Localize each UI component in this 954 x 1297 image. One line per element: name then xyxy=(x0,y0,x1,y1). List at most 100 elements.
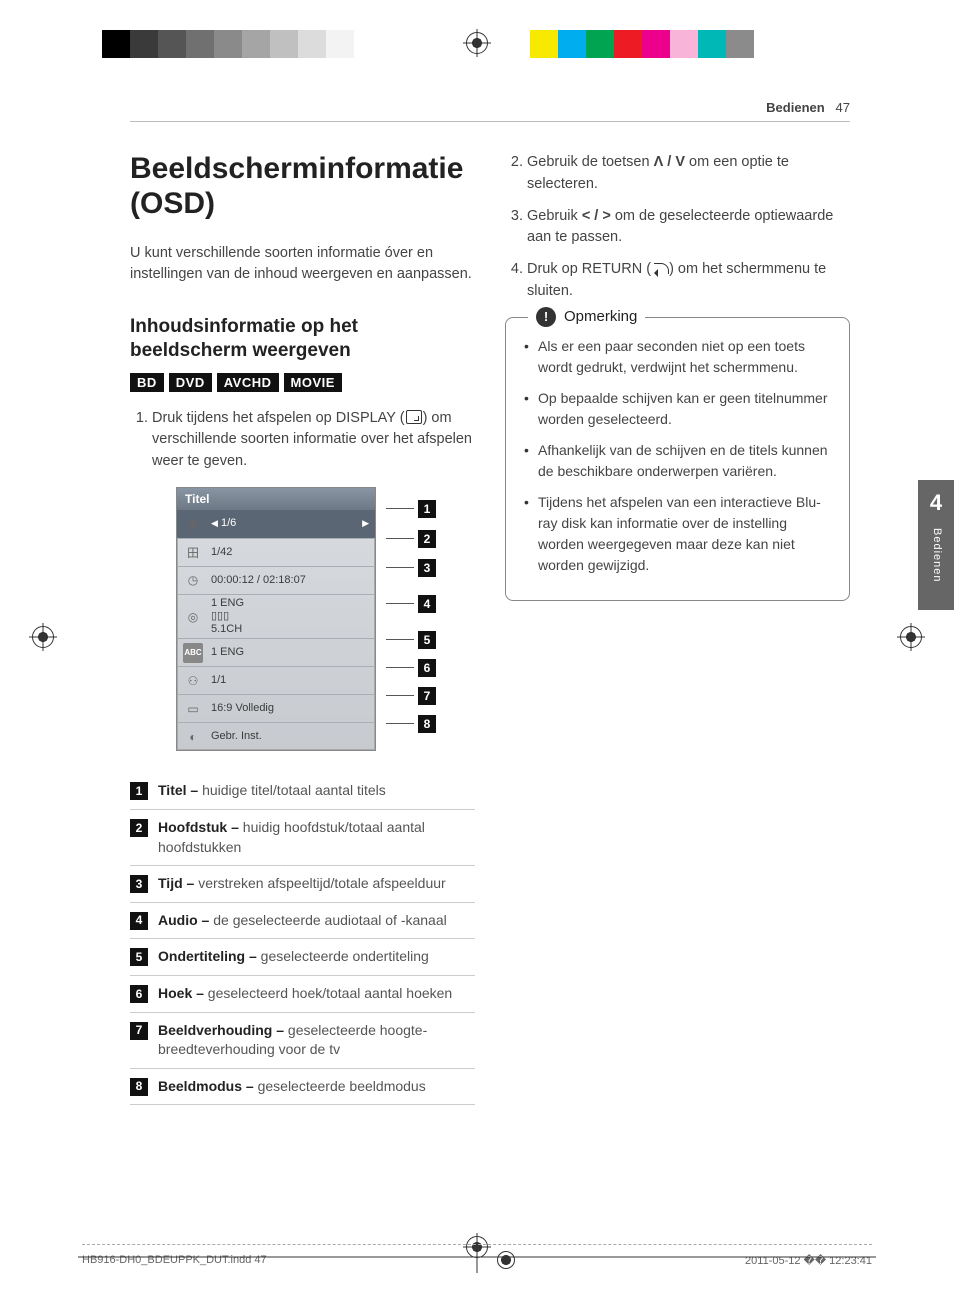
callout: 6 xyxy=(386,659,436,677)
step-item: Gebruik de toetsen Λ / V om een optie te… xyxy=(527,152,850,196)
color-swatch xyxy=(130,30,158,58)
page-title: Beeldscherminformatie (OSD) xyxy=(130,152,475,221)
osd-row: ◐ Gebr. Inst. xyxy=(177,722,375,750)
osd-screenshot: Titel ◉◀ 1/6▶ ⽥ 1/42 ◷ 00:00:12 / 02:18:07 ◎ 1… xyxy=(176,487,475,752)
color-swatch xyxy=(326,30,354,58)
color-swatch xyxy=(186,30,214,58)
definition-text: Audio – de geselecteerde audiotaal of -k… xyxy=(158,911,475,931)
colorbar-right xyxy=(530,30,782,58)
color-swatch xyxy=(214,30,242,58)
format-badge: MOVIE xyxy=(284,373,342,392)
callout-number: 4 xyxy=(418,595,436,613)
osd-row-value: 1 ENG xyxy=(211,646,369,659)
definition-item: 4 Audio – de geselecteerde audiotaal of -… xyxy=(130,903,475,940)
osd-row-icon: ⽥ xyxy=(183,542,203,562)
osd-title: Titel xyxy=(177,488,375,510)
callout: 5 xyxy=(386,631,436,649)
right-column: Gebruik de toetsen Λ / V om een optie te… xyxy=(505,152,850,1105)
definition-item: 2Hoofdstuk – huidig hoofdstuk/totaal aan… xyxy=(130,810,475,866)
steps-right: Gebruik de toetsen Λ / V om een optie te… xyxy=(505,152,850,303)
callout: 3 xyxy=(386,559,436,577)
osd-row-value: 1 ENG▯▯▯5.1CH xyxy=(211,597,369,637)
definition-number: 4 xyxy=(130,912,148,930)
callout: 7 xyxy=(386,687,436,705)
definition-text: Hoek – geselecteerd hoek/totaal aantal h… xyxy=(158,984,475,1004)
osd-row-icon: ◎ xyxy=(183,607,203,627)
side-tab-number: 4 xyxy=(918,480,954,516)
callout: 4 xyxy=(386,595,436,613)
note-box: ! Opmerking Als er een paar seconden nie… xyxy=(505,317,850,601)
note-title-text: Opmerking xyxy=(564,308,637,325)
header-section: Bedienen xyxy=(766,100,825,115)
color-swatch xyxy=(530,30,558,58)
note-item: Op bepaalde schijven kan er geen titelnu… xyxy=(522,388,833,430)
osd-row: ⚇ 1/1 xyxy=(177,666,375,694)
note-item: Als er een paar seconden niet op een toe… xyxy=(522,336,833,378)
callout-number: 2 xyxy=(418,530,436,548)
osd-row: ◎ 1 ENG▯▯▯5.1CH xyxy=(177,594,375,639)
side-tab-label: Bedienen xyxy=(918,516,943,583)
format-badge: BD xyxy=(130,373,164,392)
definition-list: 1Titel – huidige titel/totaal aantal tit… xyxy=(130,773,475,1105)
header-page-number: 47 xyxy=(836,100,850,115)
definition-number: 7 xyxy=(130,1022,148,1040)
intro-text: U kunt verschillende soorten informatie … xyxy=(130,243,475,285)
osd-row-value: 1/1 xyxy=(211,674,369,687)
step-item: Druk op RETURN () om het schermmenu te s… xyxy=(527,259,850,303)
osd-row-icon: ◷ xyxy=(183,570,203,590)
osd-row-icon: ◐ xyxy=(183,727,203,747)
osd-row-value: ◀ 1/6 xyxy=(211,517,354,530)
left-column: Beeldscherminformatie (OSD) U kunt versc… xyxy=(130,152,475,1105)
definition-item: 1Titel – huidige titel/totaal aantal tit… xyxy=(130,773,475,810)
osd-row-icon: ⚇ xyxy=(183,671,203,691)
osd-row-value: Gebr. Inst. xyxy=(211,730,369,743)
osd-row: ◷ 00:00:12 / 02:18:07 xyxy=(177,566,375,594)
registration-mark-top xyxy=(466,32,488,54)
note-item: Tijdens het afspelen van een interactiev… xyxy=(522,492,833,576)
callout-number: 3 xyxy=(418,559,436,577)
color-swatch xyxy=(670,30,698,58)
osd-row: ABC1 ENG xyxy=(177,638,375,666)
steps-left: Druk tijdens het afspelen op DISPLAY () … xyxy=(130,408,475,473)
definition-text: Hoofdstuk – huidig hoofdstuk/totaal aant… xyxy=(158,818,475,857)
osd-row: ⽥ 1/42 xyxy=(177,538,375,566)
osd-row: ◉◀ 1/6▶ xyxy=(177,510,375,538)
callout-number: 6 xyxy=(418,659,436,677)
definition-number: 8 xyxy=(130,1078,148,1096)
note-list: Als er een paar seconden niet op een toe… xyxy=(522,336,833,576)
definition-text: Ondertiteling – geselecteerde ondertitel… xyxy=(158,947,475,967)
display-icon xyxy=(406,410,422,424)
registration-mark-left xyxy=(32,626,54,648)
osd-row-value: 16:9 Volledig xyxy=(211,702,369,715)
osd-row-value: 00:00:12 / 02:18:07 xyxy=(211,574,369,587)
colorbar-left xyxy=(102,30,382,58)
callout-number: 7 xyxy=(418,687,436,705)
step-1: Druk tijdens het afspelen op DISPLAY () … xyxy=(152,408,475,473)
return-icon xyxy=(651,261,669,275)
step-item: Gebruik < / > om de geselecteerde optiew… xyxy=(527,206,850,250)
section-heading: Inhoudsinformatie op het beeldscherm wee… xyxy=(130,315,475,363)
format-badge: AVCHD xyxy=(217,373,279,392)
color-swatch xyxy=(614,30,642,58)
color-swatch xyxy=(298,30,326,58)
footer-registration-mark xyxy=(497,1251,515,1269)
definition-text: Tijd – verstreken afspeeltijd/totale afs… xyxy=(158,874,475,894)
definition-text: Beeldmodus – geselecteerde beeldmodus xyxy=(158,1077,475,1097)
page-header: Bedienen 47 xyxy=(130,100,850,122)
definition-number: 1 xyxy=(130,782,148,800)
color-swatch xyxy=(586,30,614,58)
definition-item: 6Hoek – geselecteerd hoek/totaal aantal … xyxy=(130,976,475,1013)
color-swatch xyxy=(558,30,586,58)
color-swatch xyxy=(726,30,754,58)
definition-item: 3 Tijd – verstreken afspeeltijd/totale af… xyxy=(130,866,475,903)
callout-number: 5 xyxy=(418,631,436,649)
step-1-a: Druk tijdens het afspelen op DISPLAY xyxy=(152,410,400,426)
callout: 8 xyxy=(386,715,436,733)
color-swatch xyxy=(270,30,298,58)
definition-number: 3 xyxy=(130,875,148,893)
osd-row: ▭ 16:9 Volledig xyxy=(177,694,375,722)
color-swatch xyxy=(102,30,130,58)
osd-row-value: 1/42 xyxy=(211,546,369,559)
definition-item: 7Beeldverhouding – geselecteerde hoogte-… xyxy=(130,1013,475,1069)
osd-row-icon: ▭ xyxy=(183,699,203,719)
